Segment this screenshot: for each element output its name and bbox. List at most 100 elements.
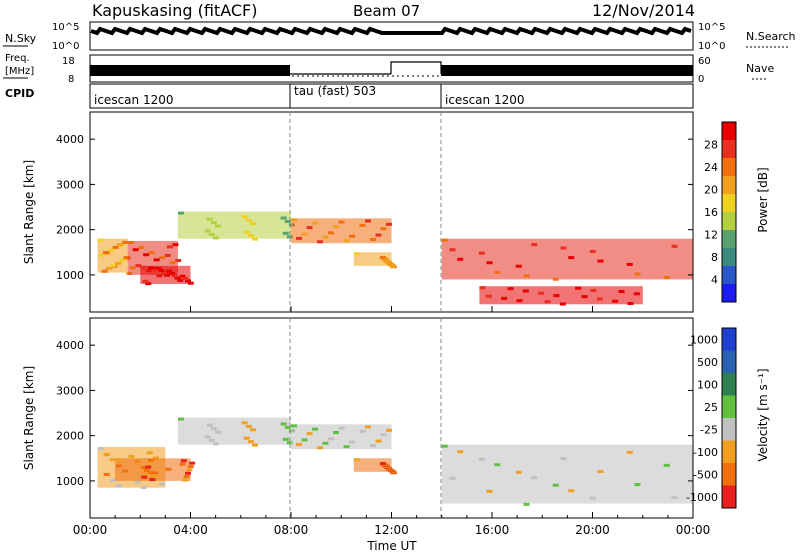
power-cell	[98, 253, 105, 257]
power-colorbar-swatch	[722, 176, 736, 195]
power-cell	[123, 256, 130, 260]
power-cell	[457, 257, 464, 261]
power-cell	[214, 224, 221, 228]
velocity-cell	[317, 446, 323, 450]
velocity-cell	[185, 471, 191, 475]
power-cell	[379, 256, 386, 260]
power-cell	[247, 234, 254, 238]
power-colorbar-label: Power [dB]	[756, 167, 770, 232]
power-cell	[115, 261, 122, 265]
velocity-cell	[141, 475, 148, 479]
velocity-cell	[249, 428, 256, 432]
power-cell	[102, 251, 109, 255]
velocity-colorbar-swatch	[722, 463, 736, 486]
velocity-cell	[560, 457, 567, 461]
time-tick-label: 04:00	[173, 523, 208, 537]
power-cell	[301, 232, 308, 236]
power-cell	[343, 239, 350, 243]
velocity-cell	[204, 435, 211, 439]
power-cell	[359, 223, 366, 227]
velocity-cell	[146, 462, 153, 466]
power-cell	[148, 266, 154, 270]
velocity-cell	[597, 470, 604, 474]
power-cell	[108, 248, 115, 252]
power-cell	[485, 294, 492, 298]
velocity-cell	[312, 427, 318, 431]
power-cell	[169, 261, 176, 265]
cpid-label: CPID	[5, 87, 34, 100]
time-tick-label: 00:00	[73, 523, 108, 537]
power-cell	[206, 217, 213, 221]
power-ytick-label: 2000	[56, 224, 84, 237]
velocity-cell	[478, 457, 485, 461]
velocity-cell	[531, 476, 538, 480]
power-cell	[568, 256, 575, 260]
cpid-segment-2: tau (fast) 503	[294, 84, 376, 98]
power-colorbar-tick: 16	[704, 206, 718, 219]
velocity-cell	[359, 429, 366, 433]
velocity-cell	[349, 440, 355, 444]
power-cell	[153, 258, 160, 262]
freq-block-1	[90, 65, 290, 76]
velocity-cell	[301, 438, 308, 442]
velocity-colorbar-swatch	[722, 485, 736, 509]
velocity-cell	[103, 453, 110, 457]
power-colorbar-tick: 20	[704, 184, 718, 197]
velocity-cell	[189, 461, 196, 465]
velocity-region-4	[353, 458, 392, 472]
velocity-ylabel: Slant Range [km]	[22, 366, 36, 470]
velocity-colorbar-tick: -100	[693, 446, 718, 459]
power-cell	[365, 219, 371, 223]
power-cell	[312, 221, 318, 225]
velocity-cell	[180, 459, 187, 463]
velocity-cell	[109, 479, 116, 483]
velocity-cell	[663, 463, 670, 467]
power-cell	[552, 277, 559, 281]
velocity-cell	[212, 442, 219, 446]
power-cell	[559, 302, 566, 306]
velocity-cell	[333, 431, 339, 435]
freq-label-1: Freq.	[5, 53, 30, 64]
noise-left-tick-bottom: 10^0	[52, 41, 79, 52]
velocity-cell	[365, 425, 371, 429]
velocity-cell	[142, 472, 149, 476]
power-cell	[177, 211, 184, 215]
power-colorbar-swatch	[722, 266, 736, 285]
power-cell	[479, 286, 486, 290]
nave-tick-top: 60	[698, 56, 711, 67]
power-cell	[208, 232, 215, 236]
power-cell	[159, 256, 166, 260]
velocity-cell	[243, 436, 250, 440]
power-cell	[317, 240, 323, 244]
power-cell	[507, 287, 514, 291]
power-colorbar-swatch	[722, 248, 736, 267]
power-cell	[179, 274, 186, 278]
power-cell	[245, 218, 252, 222]
freq-block-3	[441, 65, 693, 76]
velocity-cell	[486, 489, 493, 493]
velocity-colorbar-swatch	[722, 373, 736, 396]
power-cell	[97, 238, 104, 242]
power-cell	[626, 262, 633, 266]
velocity-cell	[626, 450, 633, 454]
velocity-cell	[153, 456, 160, 460]
power-region-5	[353, 252, 392, 266]
power-cell	[185, 279, 191, 283]
velocity-cell	[457, 450, 464, 454]
power-cell	[291, 218, 297, 222]
power-region-6	[441, 238, 693, 280]
power-ytick-label: 4000	[56, 133, 84, 146]
velocity-colorbar-swatch	[722, 440, 736, 464]
power-cell	[286, 235, 293, 239]
power-cell	[174, 276, 181, 280]
power-cell	[280, 216, 287, 220]
power-cell	[338, 220, 345, 224]
velocity-colorbar-swatch	[722, 328, 736, 351]
velocity-cell	[241, 421, 248, 425]
power-cell	[375, 233, 382, 237]
power-cell	[249, 222, 256, 226]
power-colorbar-swatch	[722, 140, 736, 159]
power-cell	[105, 266, 112, 270]
velocity-colorbar-label: Velocity [m s⁻¹]	[756, 368, 770, 461]
